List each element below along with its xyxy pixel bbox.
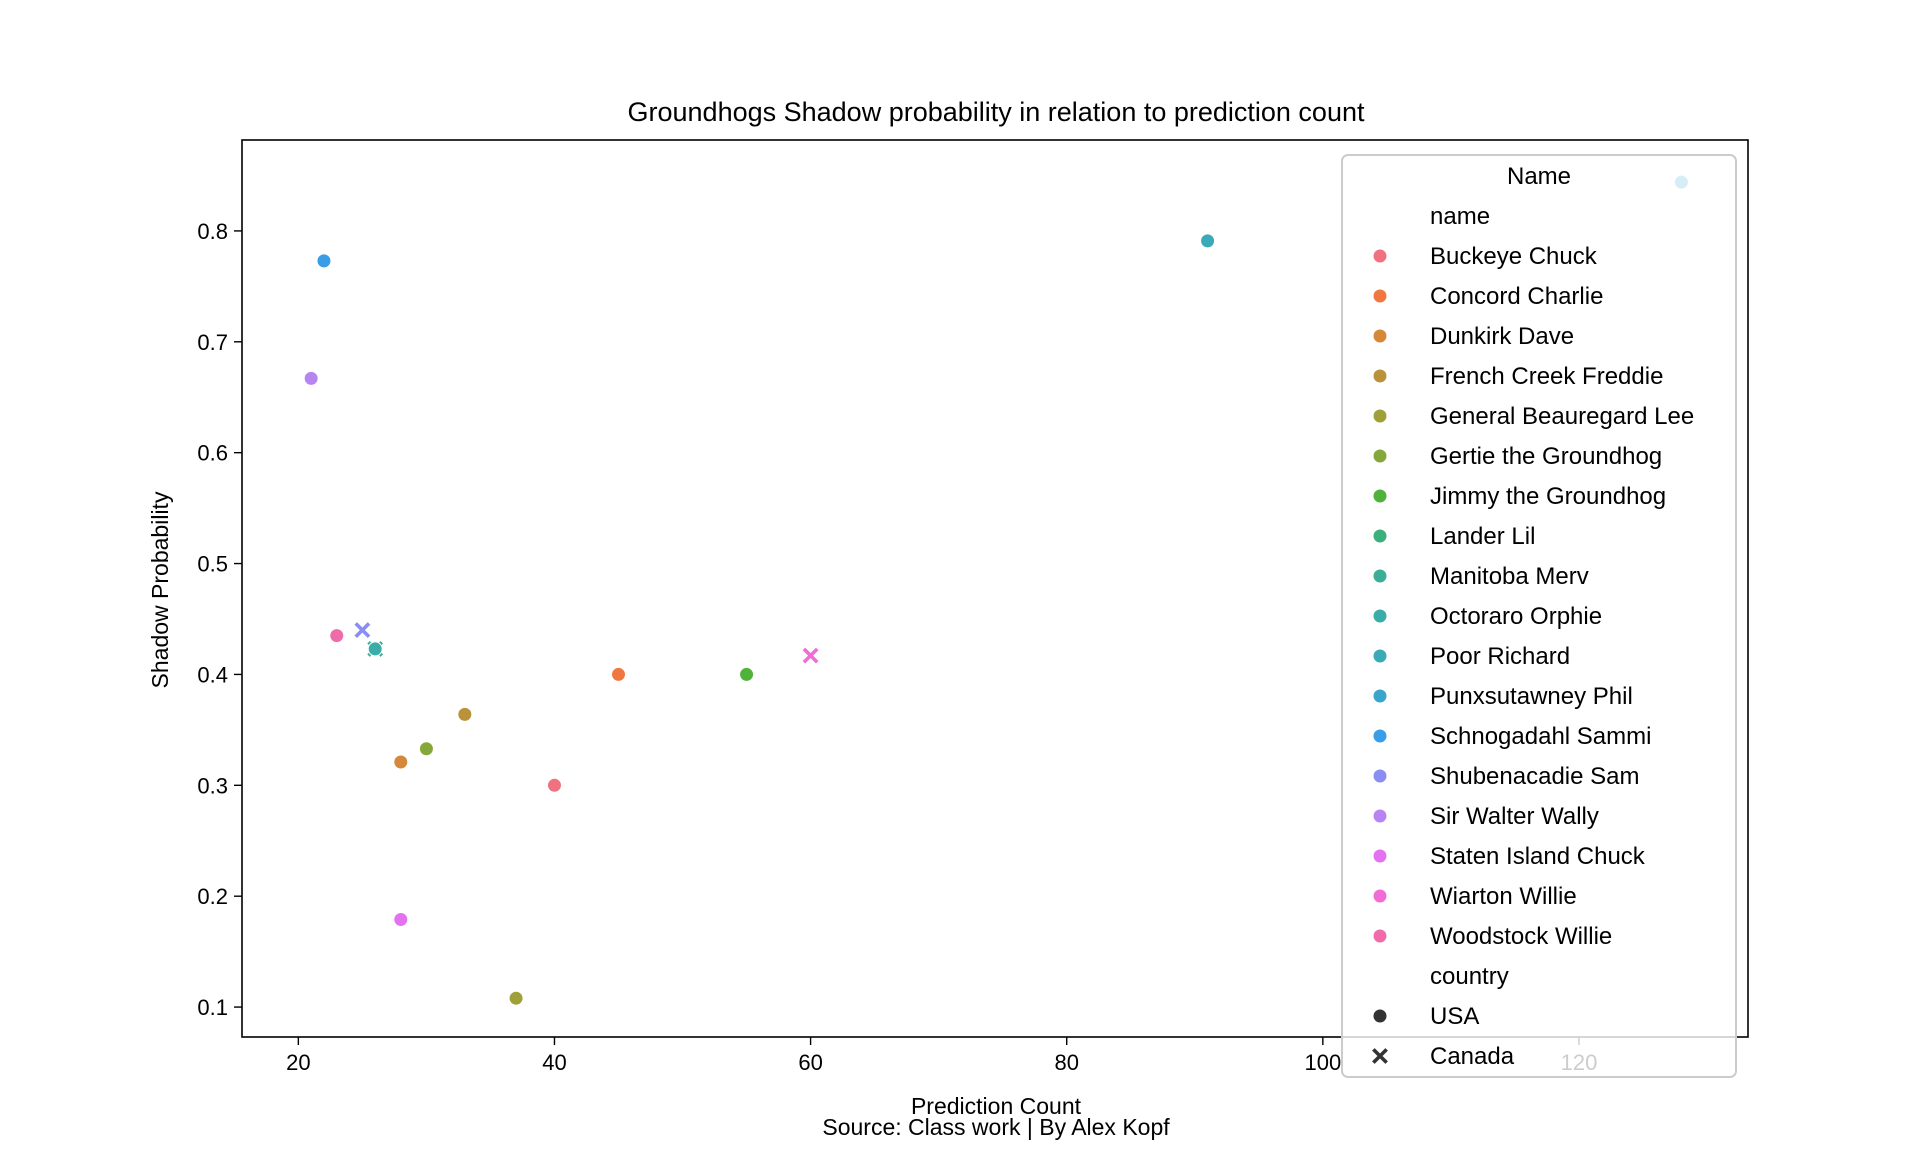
x-tick-label: 60 (798, 1050, 822, 1075)
legend-hue-heading: name (1430, 203, 1490, 230)
data-point (1200, 233, 1216, 249)
data-point (802, 647, 819, 664)
y-tick-label: 0.7 (197, 330, 228, 355)
legend: Name name Buckeye Chuck Concord Charlie Du… (1341, 154, 1737, 1078)
y-axis-label: Shadow Probability (147, 491, 173, 688)
legend-label: Poor Richard (1430, 643, 1570, 670)
legend-marker (1372, 568, 1388, 584)
legend-box (1341, 154, 1737, 1078)
legend-marker (1372, 728, 1388, 744)
legend-marker (1372, 688, 1388, 704)
legend-marker (1372, 648, 1388, 664)
y-tick-label: 0.6 (197, 441, 228, 466)
legend-label: Concord Charlie (1430, 283, 1603, 310)
y-tick-label: 0.8 (197, 219, 228, 244)
legend-items: Buckeye Chuck Concord Charlie Dunkirk Dave… (1372, 243, 1694, 1070)
legend-marker (1372, 288, 1388, 304)
legend-marker (1372, 1008, 1388, 1024)
data-point (354, 622, 371, 639)
legend-marker (1372, 848, 1388, 864)
legend-marker (1372, 928, 1388, 944)
data-point (316, 253, 332, 269)
data-point (418, 741, 434, 757)
legend-label: Punxsutawney Phil (1430, 683, 1633, 710)
legend-label: Canada (1430, 1043, 1515, 1070)
data-point (739, 666, 755, 682)
y-tick-label: 0.3 (197, 773, 228, 798)
legend-label: Wiarton Willie (1430, 883, 1577, 910)
data-point (367, 641, 383, 657)
x-tick-label: 80 (1054, 1050, 1078, 1075)
data-point (457, 706, 473, 722)
x-tick-label: 20 (286, 1050, 310, 1075)
legend-label: Schnogadahl Sammi (1430, 723, 1651, 750)
legend-marker (1372, 408, 1388, 424)
legend-label: Shubenacadie Sam (1430, 763, 1639, 790)
data-point (393, 911, 409, 927)
data-point (508, 990, 524, 1006)
legend-label: Woodstock Willie (1430, 923, 1612, 950)
legend-label: Staten Island Chuck (1430, 843, 1646, 870)
legend-marker (1372, 328, 1388, 344)
legend-label: Sir Walter Wally (1430, 803, 1599, 830)
legend-marker (1372, 368, 1388, 384)
legend-marker (1372, 608, 1388, 624)
legend-label: Manitoba Merv (1430, 563, 1589, 590)
data-point (329, 628, 345, 644)
x-tick-label: 40 (542, 1050, 566, 1075)
x-tick-label: 100 (1304, 1050, 1341, 1075)
legend-label: Dunkirk Dave (1430, 323, 1574, 350)
legend-label: Jimmy the Groundhog (1430, 483, 1666, 510)
y-tick-label: 0.2 (197, 884, 228, 909)
data-point (546, 777, 562, 793)
legend-marker (1372, 1048, 1388, 1064)
legend-label: General Beauregard Lee (1430, 403, 1694, 430)
y-tick-label: 0.5 (197, 552, 228, 577)
data-point (393, 754, 409, 770)
legend-marker (1372, 888, 1388, 904)
y-tick-label: 0.4 (197, 662, 228, 687)
legend-label: USA (1430, 1003, 1479, 1030)
legend-marker (1372, 808, 1388, 824)
legend-label: Gertie the Groundhog (1430, 443, 1662, 470)
legend-marker (1372, 248, 1388, 264)
source-caption: Source: Class work | By Alex Kopf (822, 1114, 1170, 1140)
legend-style-heading: country (1430, 963, 1509, 990)
chart-title: Groundhogs Shadow probability in relatio… (628, 97, 1365, 127)
legend-label: Octoraro Orphie (1430, 603, 1602, 630)
legend-marker (1372, 768, 1388, 784)
data-point (303, 370, 319, 386)
legend-label: French Creek Freddie (1430, 363, 1663, 390)
legend-title: Name (1507, 163, 1571, 190)
legend-label: Lander Lil (1430, 523, 1535, 550)
legend-marker (1372, 448, 1388, 464)
legend-marker (1372, 528, 1388, 544)
y-tick-label: 0.1 (197, 995, 228, 1020)
legend-label: Buckeye Chuck (1430, 243, 1598, 270)
plot-frame (241, 139, 1749, 1038)
legend-marker (1372, 488, 1388, 504)
data-point (611, 666, 626, 682)
x-axis-label: Prediction Count (911, 1093, 1082, 1119)
